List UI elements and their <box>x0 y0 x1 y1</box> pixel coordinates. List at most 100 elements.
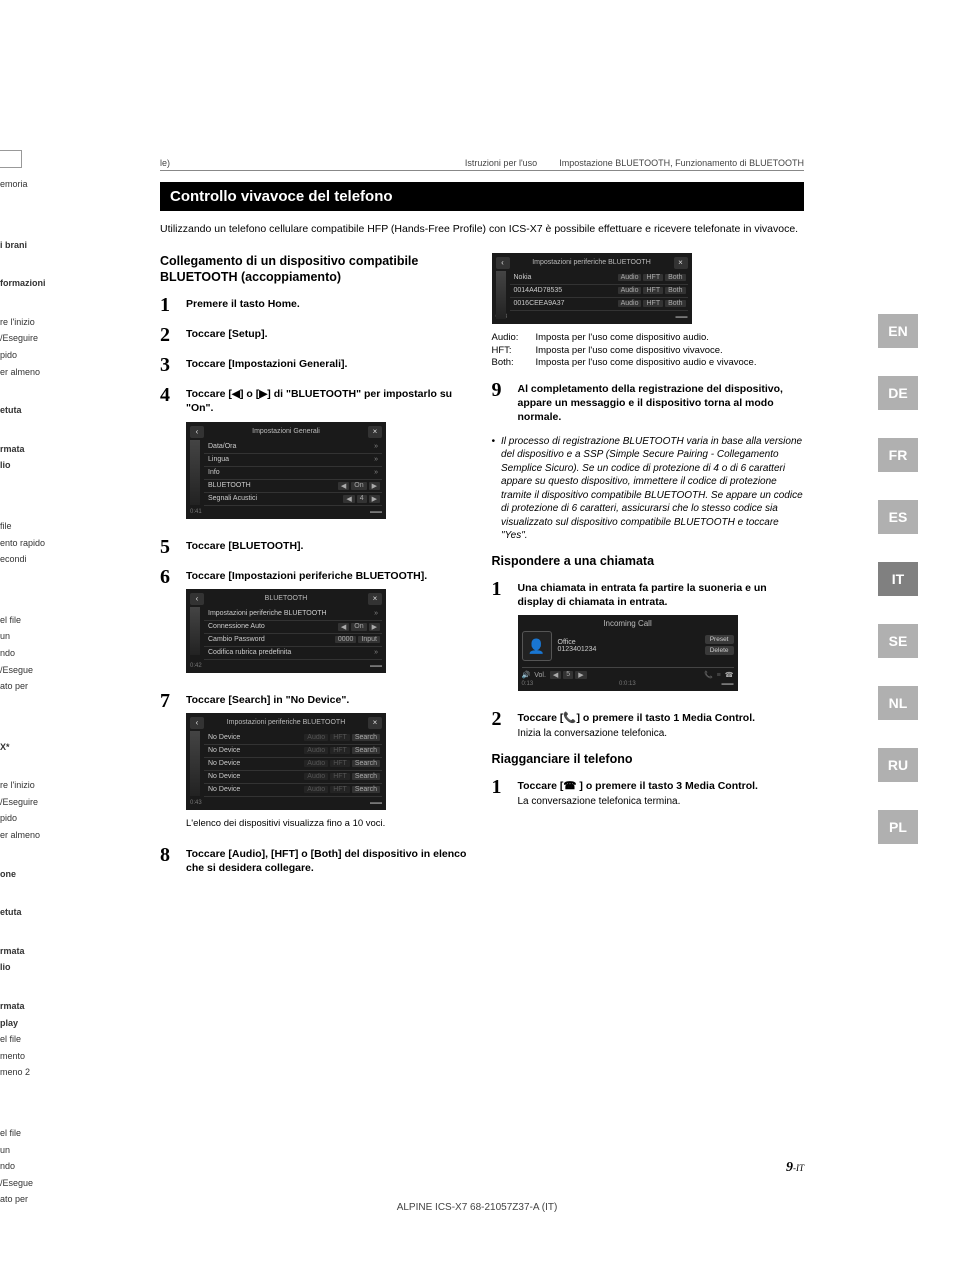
step-7-text: Toccare [Search] in "No Device". <box>186 693 474 707</box>
audio-button[interactable]: Audio <box>618 274 642 281</box>
step-number: 2 <box>492 709 518 741</box>
left-cutoff-column: emoria i brani formazioni re l'inizio /E… <box>0 150 100 1210</box>
lang-tab-nl[interactable]: NL <box>878 686 918 720</box>
step-number: 9 <box>492 380 518 425</box>
screenshot-bt-search: ‹ Impostazioni periferiche BLUETOOTH × N… <box>186 713 386 810</box>
answer-call-icon[interactable]: 📞 <box>704 671 713 679</box>
caller-avatar-icon: 👤 <box>522 631 552 661</box>
shot-title: BLUETOOTH <box>204 595 368 602</box>
search-button[interactable]: Search <box>352 747 380 754</box>
search-button[interactable]: Search <box>352 786 380 793</box>
step-4-text: Toccare [◀] o [▶] di "BLUETOOTH" per imp… <box>186 387 474 415</box>
hangup-step-1: Toccare [☎ ] o premere il tasto 3 Media … <box>518 779 806 793</box>
audio-button[interactable]: Audio <box>618 287 642 294</box>
step-7-note: L'elenco dei dispositivi visualizza fino… <box>186 818 474 831</box>
lang-tab-ru[interactable]: RU <box>878 748 918 782</box>
hft-button[interactable]: HFT <box>643 287 663 294</box>
prev-icon[interactable]: ◀ <box>343 495 354 503</box>
step-6-text: Toccare [Impostazioni periferiche BLUETO… <box>186 569 474 583</box>
step-number: 1 <box>492 777 518 809</box>
back-icon[interactable]: ‹ <box>190 426 204 438</box>
screenshot-incoming-call: Incoming Call 👤 Office 0123401234 Preset… <box>518 615 738 691</box>
language-tabs: EN DE FR ES IT SE NL RU PL <box>878 314 918 872</box>
close-icon[interactable]: × <box>368 593 382 605</box>
back-icon[interactable]: ‹ <box>496 257 510 269</box>
both-button[interactable]: Both <box>665 274 685 281</box>
step-number: 1 <box>160 295 186 315</box>
lang-tab-fr[interactable]: FR <box>878 438 918 472</box>
next-icon[interactable]: ▶ <box>369 495 380 503</box>
speaker-icon: 🔊 <box>522 671 531 679</box>
pairing-heading: Collegamento di un dispositivo compatibi… <box>160 253 474 286</box>
screenshot-bt-paired: ‹ Impostazioni periferiche BLUETOOTH × N… <box>492 253 692 324</box>
step-2-text: Toccare [Setup]. <box>186 327 474 341</box>
lang-tab-en[interactable]: EN <box>878 314 918 348</box>
step-number: 3 <box>160 355 186 375</box>
lang-tab-it[interactable]: IT <box>878 562 918 596</box>
answer-step-2: Toccare [📞] o premere il tasto 1 Media C… <box>518 711 806 725</box>
lang-tab-es[interactable]: ES <box>878 500 918 534</box>
mode-definitions: Audio:Imposta per l'uso come dispositivo… <box>492 332 806 370</box>
hft-button[interactable]: HFT <box>643 274 663 281</box>
shot-clock: 0:41 <box>190 509 202 515</box>
close-icon[interactable]: × <box>368 426 382 438</box>
input-button[interactable]: Input <box>358 636 380 643</box>
search-button[interactable]: Search <box>352 773 380 780</box>
back-icon[interactable]: ‹ <box>190 593 204 605</box>
step-1-text: Premere il tasto Home. <box>186 297 474 311</box>
lang-tab-de[interactable]: DE <box>878 376 918 410</box>
step-number: 1 <box>492 579 518 699</box>
search-button[interactable]: Search <box>352 734 380 741</box>
hft-button[interactable]: HFT <box>643 300 663 307</box>
audio-button[interactable]: Audio <box>618 300 642 307</box>
incoming-call-label: Incoming Call <box>522 619 734 628</box>
caller-number: 0123401234 <box>558 646 699 653</box>
intro-text: Utilizzando un telefono cellulare compat… <box>160 222 805 237</box>
step-9-note: Il processo di registrazione BLUETOOTH v… <box>501 435 805 543</box>
caller-name: Office <box>558 639 699 646</box>
shot-clock: 0:42 <box>190 663 202 669</box>
section-title-bar: Controllo vivavoce del telefono <box>160 182 804 211</box>
screenshot-general-settings: ‹ Impostazioni Generali × Data/Ora» Ling… <box>186 422 386 519</box>
answer-step-2-note: Inizia la conversazione telefonica. <box>518 727 806 741</box>
step-number: 6 <box>160 567 186 681</box>
back-icon[interactable]: ‹ <box>190 717 204 729</box>
both-button[interactable]: Both <box>665 287 685 294</box>
step-number: 8 <box>160 845 186 875</box>
answer-call-icon: 📞 <box>563 712 576 724</box>
close-icon[interactable]: × <box>674 257 688 269</box>
prev-icon[interactable]: ◀ <box>338 623 349 631</box>
step-9-text: Al completamento della registrazione del… <box>518 382 806 425</box>
step-5-text: Toccare [BLUETOOTH]. <box>186 539 474 553</box>
answer-heading: Rispondere a una chiamata <box>492 553 806 569</box>
shot-title: Impostazioni periferiche BLUETOOTH <box>510 259 674 266</box>
page-number: 9-IT <box>786 1160 804 1176</box>
next-icon[interactable]: ▶ <box>369 623 380 631</box>
shot-title: Impostazioni periferiche BLUETOOTH <box>204 719 368 726</box>
hangup-heading: Riagganciare il telefono <box>492 751 806 767</box>
preset-button[interactable]: Preset <box>705 635 734 644</box>
lang-tab-pl[interactable]: PL <box>878 810 918 844</box>
breadcrumb-left: le) <box>160 158 170 168</box>
breadcrumb-right: Impostazione BLUETOOTH, Funzionamento di… <box>559 158 804 168</box>
lang-tab-se[interactable]: SE <box>878 624 918 658</box>
step-number: 2 <box>160 325 186 345</box>
breadcrumb-mid: Istruzioni per l'uso <box>465 158 537 168</box>
step-3-text: Toccare [Impostazioni Generali]. <box>186 357 474 371</box>
search-button[interactable]: Search <box>352 760 380 767</box>
shot-title: Impostazioni Generali <box>204 428 368 435</box>
both-button[interactable]: Both <box>665 300 685 307</box>
end-call-icon: ☎ <box>563 780 576 792</box>
prev-icon[interactable]: ◀ <box>338 482 349 490</box>
close-icon[interactable]: × <box>368 717 382 729</box>
section-title: Controllo vivavoce del telefono <box>170 188 393 205</box>
vol-up-icon[interactable]: ▶ <box>575 671 586 679</box>
step-number: 7 <box>160 691 186 835</box>
step-8-text: Toccare [Audio], [HFT] o [Both] del disp… <box>186 847 474 875</box>
step-number: 4 <box>160 385 186 526</box>
shot-clock: 0:43 <box>190 800 202 806</box>
end-call-icon[interactable]: ☎ <box>725 671 734 679</box>
delete-button[interactable]: Delete <box>705 646 734 655</box>
vol-down-icon[interactable]: ◀ <box>550 671 561 679</box>
next-icon[interactable]: ▶ <box>369 482 380 490</box>
